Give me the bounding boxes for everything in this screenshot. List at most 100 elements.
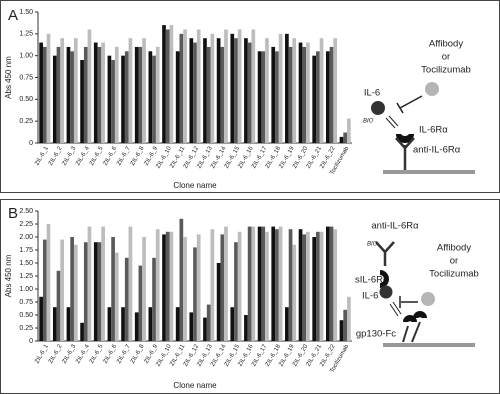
y-tick-label: 1.50 — [19, 260, 33, 267]
bar — [183, 29, 187, 143]
diagram-label: BIO — [367, 242, 378, 248]
bar — [70, 237, 74, 341]
bar — [80, 60, 84, 143]
diagram-label: anti-IL-6Rα — [413, 145, 461, 156]
bar — [121, 55, 125, 143]
bar — [97, 46, 102, 143]
bar — [162, 234, 166, 341]
bar — [60, 239, 65, 341]
y-tick-label: 1.25 — [19, 31, 33, 38]
y-axis-title: Abs 450 nm — [4, 254, 13, 297]
bar — [319, 231, 324, 341]
bar — [39, 42, 43, 143]
y-axis-title: Abs 450 nm — [4, 56, 13, 99]
receptor-icon — [380, 270, 389, 288]
y-tick-label: 2.00 — [19, 234, 33, 241]
diagram-label: IL-6Rα — [419, 125, 448, 136]
bar — [196, 234, 201, 341]
bar — [73, 38, 78, 144]
y-tick-label: 0 — [29, 140, 33, 147]
bar — [142, 237, 146, 341]
bar — [93, 242, 98, 341]
il6-icon — [371, 101, 385, 115]
bar — [66, 307, 71, 341]
bar — [244, 38, 248, 144]
bar — [210, 229, 215, 341]
bar — [333, 38, 338, 144]
bar — [319, 38, 324, 144]
bar — [169, 231, 174, 341]
inhibitor-icon — [425, 82, 439, 96]
bar — [83, 242, 88, 341]
bar — [70, 51, 74, 143]
bar — [66, 46, 71, 143]
bar — [306, 42, 310, 143]
bar — [179, 33, 184, 144]
bar — [128, 226, 133, 341]
equilibrium-arrow — [385, 117, 396, 129]
y-tick-label: 0.50 — [19, 96, 33, 103]
bar — [101, 226, 105, 341]
bar — [124, 257, 129, 341]
bar — [165, 29, 170, 143]
bar — [288, 229, 293, 341]
bar — [39, 296, 43, 341]
bar — [251, 226, 256, 341]
bar — [333, 229, 338, 341]
panel-letter: A — [8, 7, 18, 24]
bar — [271, 46, 276, 143]
bar — [339, 136, 344, 143]
diagram-a: Affibody or Tocilizumab IL-6 BIO IL-6Rα … — [363, 39, 475, 174]
bar — [134, 46, 139, 143]
bar — [306, 231, 310, 341]
bar — [52, 55, 57, 143]
bar — [114, 252, 119, 341]
bar — [87, 29, 92, 143]
bar — [42, 239, 47, 341]
bar — [230, 33, 235, 144]
diagram-label: Affibody — [437, 243, 471, 254]
bar — [148, 307, 153, 341]
y-tick-label: 0.75 — [19, 299, 33, 306]
bar — [316, 231, 320, 341]
y-tick-label: 2.25 — [19, 221, 33, 228]
bar — [325, 226, 330, 341]
bar — [288, 46, 293, 143]
bar — [193, 247, 197, 341]
bar — [73, 244, 78, 341]
bar — [87, 226, 92, 341]
bar — [312, 55, 317, 143]
bar — [220, 46, 225, 143]
y-tick-label: 0 — [29, 338, 33, 345]
bar — [347, 118, 351, 143]
bar — [124, 51, 129, 143]
bar — [107, 55, 112, 143]
bar — [265, 38, 269, 144]
bar — [292, 38, 297, 144]
bar — [138, 265, 143, 341]
bar — [265, 231, 269, 341]
y-tick-label: 1.50 — [19, 9, 33, 16]
bar — [257, 226, 262, 341]
bar — [101, 42, 105, 143]
bar — [83, 46, 88, 143]
bar — [155, 46, 160, 143]
bar — [56, 46, 61, 143]
bar — [162, 25, 166, 144]
bar — [271, 226, 276, 341]
antibody-icon — [375, 241, 395, 266]
bar — [247, 42, 252, 143]
bar — [46, 33, 51, 144]
bar — [275, 51, 279, 143]
bar — [339, 320, 344, 341]
bar — [138, 46, 143, 143]
bar — [329, 226, 334, 341]
diagram-label: IL-6 — [362, 291, 378, 302]
inhibition-line — [399, 95, 423, 109]
bar — [189, 38, 194, 144]
bar — [230, 307, 235, 341]
receptor-icon — [396, 134, 414, 143]
bar — [134, 312, 139, 341]
bar — [80, 322, 84, 341]
bar — [329, 46, 334, 143]
